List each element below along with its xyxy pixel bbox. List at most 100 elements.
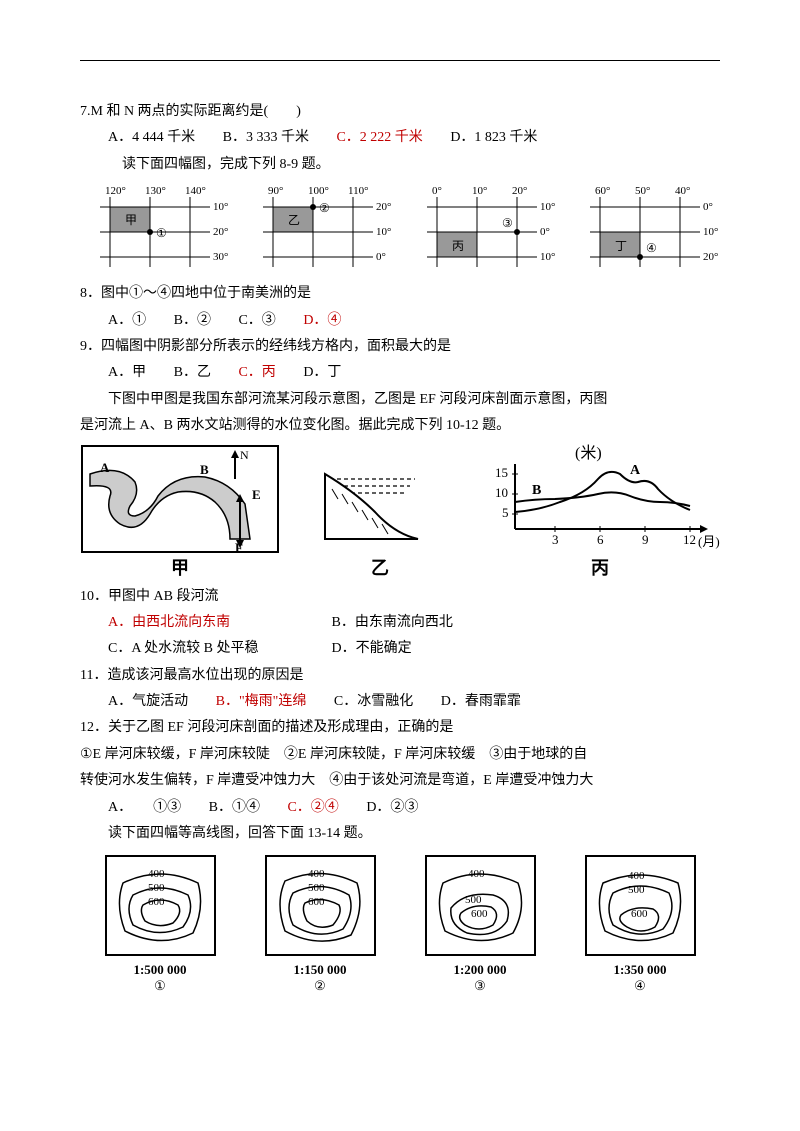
svg-text:0°: 0° <box>703 201 713 213</box>
q11-opt-c: C．冰雪融化 <box>334 691 413 713</box>
svg-text:①: ① <box>156 226 167 240</box>
q12-opt-b: B．①④ <box>209 797 260 819</box>
svg-text:3: 3 <box>552 532 559 547</box>
svg-text:(米): (米) <box>575 444 602 462</box>
fig-label-c: 丙 <box>480 554 720 580</box>
q9-opt-a: A．甲 <box>108 362 146 384</box>
svg-text:500: 500 <box>628 884 645 896</box>
svg-text:A: A <box>100 460 110 475</box>
contour-scale-3: 1:200 000 <box>423 962 538 978</box>
q9-options: A．甲 B．乙 C．丙 D．丁 <box>80 362 720 384</box>
q12-stem: 12．关于乙图 EF 河段河床剖面的描述及形成理由，正确的是 <box>80 717 720 739</box>
fig-cross-section <box>320 444 440 554</box>
svg-text:丙: 丙 <box>452 239 464 253</box>
svg-text:B: B <box>200 462 209 477</box>
svg-text:20°: 20° <box>376 201 391 213</box>
contour-svg-4: 400 500 600 <box>583 853 698 958</box>
svg-text:400: 400 <box>468 868 485 880</box>
q12-line1: ①E 岸河床较缓，F 岸河床较陡 ②E 岸河床较陡，F 岸河床较缓 ③由于地球的… <box>80 744 720 766</box>
contour-box-3: 400 500 600 1:200 000 ③ <box>423 853 538 994</box>
svg-text:10: 10 <box>495 485 508 500</box>
contour-num-4: ④ <box>583 978 698 994</box>
q12-options: A． ①③ B．①④ C．②④ D．②③ <box>80 797 720 819</box>
contour-box-2: 400 500 600 1:150 000 ② <box>263 853 378 994</box>
svg-text:600: 600 <box>471 908 488 920</box>
svg-text:400: 400 <box>308 868 325 880</box>
q7-stem: 7.M 和 N 两点的实际距离约是( ) <box>80 101 720 123</box>
svg-text:120°: 120° <box>105 185 126 197</box>
svg-text:②: ② <box>319 201 330 215</box>
svg-text:0°: 0° <box>432 185 442 197</box>
contour-svg-2: 400 500 600 <box>263 853 378 958</box>
q10-row2: C．A 处水流较 B 处平稳 D．不能确定 <box>80 638 720 660</box>
intro-8-9: 读下面四幅图，完成下列 8-9 题。 <box>80 154 720 176</box>
svg-text:40°: 40° <box>675 185 690 197</box>
intro-10-12-a: 下图中甲图是我国东部河流某河段示意图，乙图是 EF 河段河床剖面示意图，丙图 <box>80 389 720 411</box>
svg-text:F: F <box>235 540 243 554</box>
q9-opt-b: B．乙 <box>174 362 211 384</box>
svg-text:0°: 0° <box>376 251 386 263</box>
q12-opt-c: C．②④ <box>287 797 338 819</box>
svg-text:10°: 10° <box>472 185 487 197</box>
q10-row1: A．由西北流向东南 B．由东南流向西北 <box>80 612 720 634</box>
q12-opt-a: A． ①③ <box>108 797 181 819</box>
contour-box-1: 400 500 600 1:500 000 ① <box>103 853 218 994</box>
fig-water-level-chart: (米) 15 10 5 3 6 9 12 (月) <box>480 444 720 554</box>
q8-opt-b: B．② <box>174 310 211 332</box>
q7-options: A．4 444 千米 B．3 333 千米 C．2 222 千米 D．1 823… <box>80 127 720 149</box>
q11-opt-b: B．"梅雨"连绵 <box>216 691 307 713</box>
q9-opt-c: C．丙 <box>238 362 275 384</box>
svg-text:110°: 110° <box>348 185 369 197</box>
svg-text:50°: 50° <box>635 185 650 197</box>
svg-text:10°: 10° <box>703 226 718 238</box>
svg-text:90°: 90° <box>268 185 283 197</box>
svg-text:400: 400 <box>628 870 645 882</box>
q8-stem: 8．图中①～④四地中位于南美洲的是 <box>80 283 720 305</box>
contour-num-1: ① <box>103 978 218 994</box>
svg-text:9: 9 <box>642 532 649 547</box>
svg-text:500: 500 <box>148 882 165 894</box>
q11-options: A．气旋活动 B．"梅雨"连绵 C．冰雪融化 D．春雨霏霏 <box>80 691 720 713</box>
contour-box-4: 400 500 600 1:350 000 ④ <box>583 853 698 994</box>
fig-label-a: 甲 <box>80 554 280 580</box>
svg-text:E: E <box>252 487 261 502</box>
svg-text:N: N <box>240 448 249 462</box>
svg-text:30°: 30° <box>213 251 228 263</box>
q9-opt-d: D．丁 <box>303 362 341 384</box>
svg-text:5: 5 <box>502 505 509 520</box>
q8-opt-d: D．④ <box>303 310 341 332</box>
svg-text:12: 12 <box>683 532 696 547</box>
q7-opt-a: A．4 444 千米 <box>108 127 195 149</box>
river-figures-row: A B N E F 甲 <box>80 444 720 580</box>
svg-text:丁: 丁 <box>615 239 627 253</box>
q10-opt-c: C．A 处水流较 B 处平稳 <box>108 638 328 660</box>
svg-text:10°: 10° <box>213 201 228 213</box>
q10-opt-b: B．由东南流向西北 <box>332 615 453 630</box>
svg-text:(月): (月) <box>698 534 720 549</box>
svg-text:600: 600 <box>308 896 325 908</box>
svg-text:0°: 0° <box>540 226 550 238</box>
svg-text:6: 6 <box>597 532 604 547</box>
top-rule <box>80 60 720 61</box>
grid-maps-row: 120° 130° 140° 10° 20° 30° 甲 ① 90° 100° … <box>80 182 720 277</box>
svg-text:③: ③ <box>502 216 513 230</box>
fig-label-b: 乙 <box>320 554 440 580</box>
grid-map-4: 60° 50° 40° 0° 10° 20° 丁 ④ <box>570 182 720 277</box>
q8-options: A．① B．② C．③ D．④ <box>80 310 720 332</box>
svg-text:乙: 乙 <box>288 213 300 227</box>
grid-map-2: 90° 100° 110° 20° 10° 0° 乙 ② <box>243 182 393 277</box>
q10-opt-d: D．不能确定 <box>332 641 412 656</box>
grid-map-3: 0° 10° 20° 10° 0° 10° 丙 ③ <box>407 182 557 277</box>
svg-text:100°: 100° <box>308 185 329 197</box>
q8-opt-c: C．③ <box>238 310 275 332</box>
q12-line2: 转使河水发生偏转，F 岸遭受冲蚀力大 ④由于该处河流是弯道，E 岸遭受冲蚀力大 <box>80 770 720 792</box>
grid-map-1: 120° 130° 140° 10° 20° 30° 甲 ① <box>80 182 230 277</box>
svg-text:20°: 20° <box>213 226 228 238</box>
contour-scale-2: 1:150 000 <box>263 962 378 978</box>
svg-text:60°: 60° <box>595 185 610 197</box>
q11-opt-a: A．气旋活动 <box>108 691 188 713</box>
svg-text:600: 600 <box>631 908 648 920</box>
contour-scale-4: 1:350 000 <box>583 962 698 978</box>
svg-text:A: A <box>630 463 641 478</box>
q10-stem: 10．甲图中 AB 段河流 <box>80 586 720 608</box>
